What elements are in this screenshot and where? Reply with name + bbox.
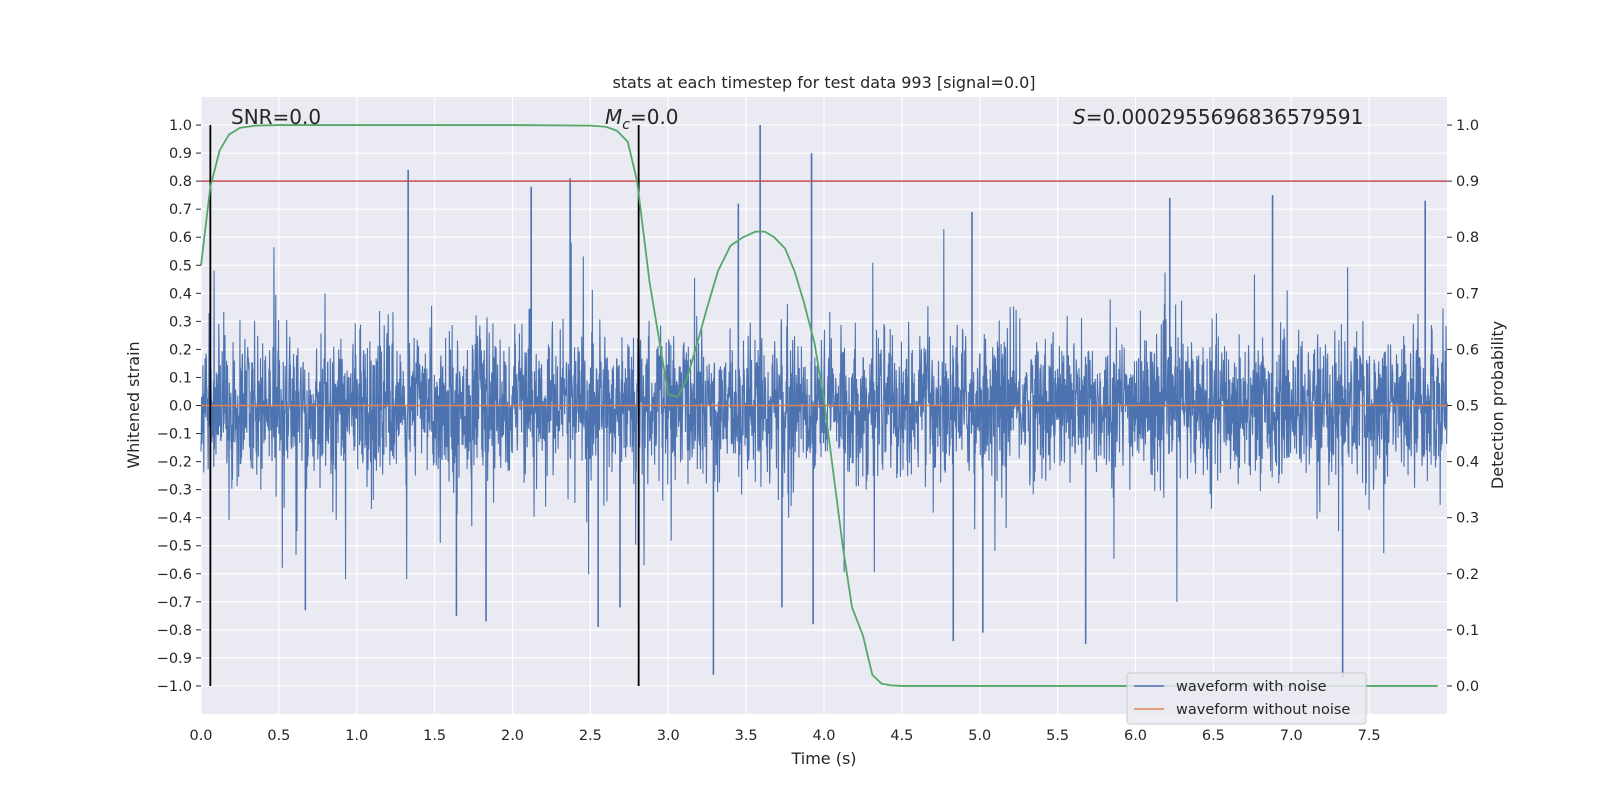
x-tick-label: 5.5: [1046, 728, 1069, 744]
x-tick-label: 3.0: [657, 728, 680, 744]
y2-tick-label: 0.6: [1456, 342, 1479, 358]
y-tick-label: −0.1: [157, 427, 192, 443]
lines-layer: [200, 124, 1447, 687]
y2-axis-label: Detection probability: [1488, 321, 1507, 489]
y2-tick-label: 0.2: [1456, 567, 1479, 583]
y2-tick-label: 0.3: [1456, 511, 1479, 527]
chirp-mass-symbol: M: [605, 105, 622, 129]
x-tick-label: 7.5: [1358, 728, 1381, 744]
y-tick-label: −0.2: [157, 455, 192, 471]
y-tick-label: 0.5: [169, 258, 192, 274]
y-tick-label: 0.0: [169, 399, 192, 415]
y-tick-label: 0.6: [169, 230, 192, 246]
y2-tick-label: 0.5: [1456, 399, 1479, 415]
x-tick-label: 2.5: [579, 728, 602, 744]
y2-tick-label: 0.7: [1456, 286, 1479, 302]
y-tick-label: 0.3: [169, 314, 192, 330]
score-value: =0.0002955696836579591: [1086, 105, 1364, 129]
ticks-layer: 0.0 0.5 1.0 1.5 2.0 2.5 3.0 3.5 4.0 4.5 5.0 5.5 6.0 6…: [157, 118, 1479, 744]
legend-box: [1126, 672, 1367, 725]
x-tick-label: 6.5: [1202, 728, 1225, 744]
y-tick-label: −0.7: [157, 595, 192, 611]
x-axis-label: Time (s): [790, 749, 856, 768]
y-tick-label: 0.8: [169, 174, 192, 190]
y2-tick-label: 1.0: [1456, 118, 1479, 134]
y-tick-label: −0.4: [157, 511, 192, 527]
score-annotation: S=0.0002955696836579591: [1073, 105, 1363, 129]
legend-label-waveform-without-noise: waveform without noise: [1176, 702, 1350, 718]
y2-tick-label: 0.4: [1456, 455, 1479, 471]
x-tick-label: 6.0: [1124, 728, 1147, 744]
detection-probability-line: [200, 124, 1438, 687]
y-axis-label: Whitened strain: [124, 341, 143, 468]
y-tick-label: −1.0: [157, 679, 192, 695]
y-tick-label: 0.2: [169, 342, 192, 358]
y-tick-label: −0.5: [157, 539, 192, 555]
y2-tick-label: 0.1: [1456, 623, 1479, 639]
y-tick-label: 0.1: [169, 370, 192, 386]
x-tick-label: 3.5: [735, 728, 758, 744]
y-tick-label: 0.9: [169, 146, 192, 162]
y-tick-label: −0.6: [157, 567, 192, 583]
noise-series-layer: [200, 125, 1448, 678]
chirp-mass-subscript: c: [622, 117, 630, 133]
legend: waveform with noise waveform without noi…: [1126, 672, 1367, 725]
y2-tick-label: 0.0: [1456, 679, 1479, 695]
y-tick-label: −0.3: [157, 483, 192, 499]
x-tick-label: 4.0: [812, 728, 835, 744]
chirp-mass-annotation: Mc=0.0: [605, 105, 679, 133]
y2-tick-label: 0.9: [1456, 174, 1479, 190]
y2-tick-label: 0.8: [1456, 230, 1479, 246]
x-tick-label: 1.0: [345, 728, 368, 744]
score-symbol: S: [1073, 105, 1086, 129]
y-tick-label: −0.8: [157, 623, 192, 639]
y-tick-label: 0.4: [169, 286, 192, 302]
y-tick-label: −0.9: [157, 651, 192, 667]
chirp-mass-value: =0.0: [630, 105, 679, 129]
x-tick-label: 7.0: [1280, 728, 1303, 744]
x-tick-label: 0.0: [189, 728, 212, 744]
x-tick-label: 1.5: [423, 728, 446, 744]
x-tick-label: 0.5: [267, 728, 290, 744]
y-tick-label: 0.7: [169, 202, 192, 218]
chart-title: stats at each timestep for test data 993…: [612, 73, 1035, 92]
y-tick-label: 1.0: [169, 118, 192, 134]
x-tick-label: 5.0: [968, 728, 991, 744]
x-tick-label: 2.0: [501, 728, 524, 744]
legend-label-waveform-with-noise: waveform with noise: [1176, 679, 1327, 695]
snr-annotation: SNR=0.0: [231, 105, 321, 129]
x-tick-label: 4.5: [890, 728, 913, 744]
